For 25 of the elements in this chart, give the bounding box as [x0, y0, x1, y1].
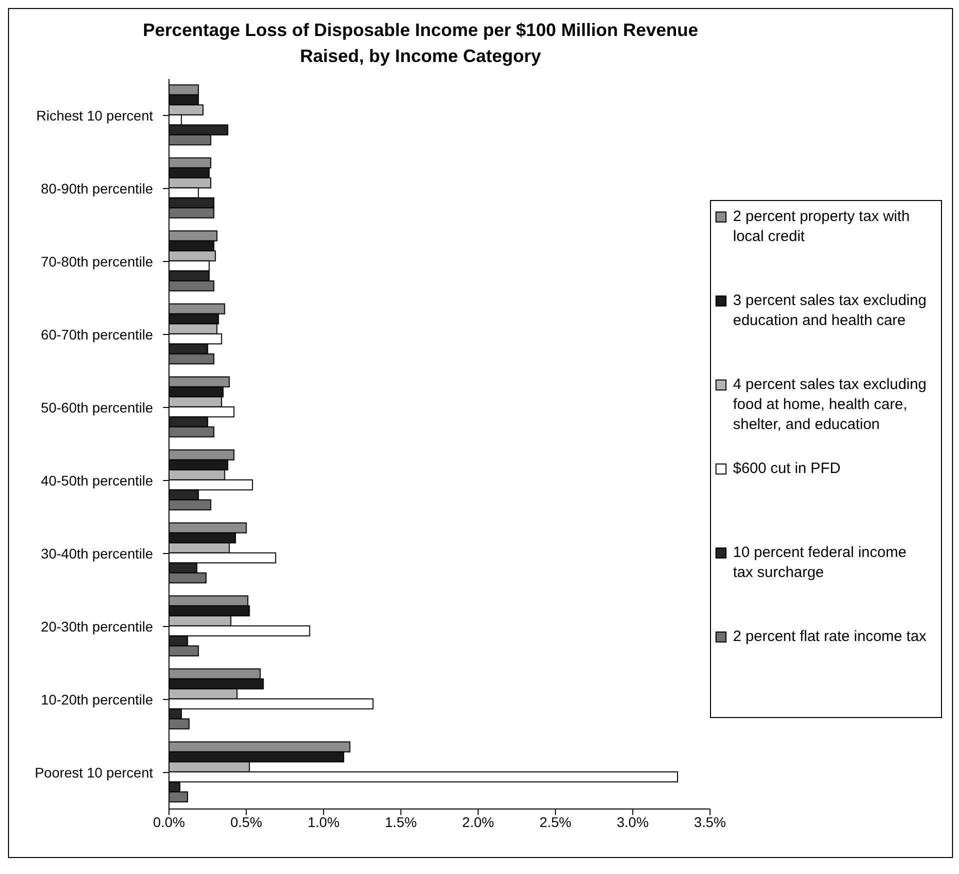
- x-tick-label: 0.5%: [230, 814, 262, 830]
- y-tick-label: 60-70th percentile: [40, 326, 154, 342]
- chart-title: Percentage Loss of Disposable Income per $100 Million Revenue Raised, by Income Category: [142, 19, 700, 68]
- x-tick-label: 1.5%: [384, 814, 417, 830]
- y-tick-label: 40-50th percentile: [40, 472, 154, 488]
- legend-label: 10 percent federal income tax surcharge: [733, 543, 908, 583]
- y-tick-label: 80-90th percentile: [40, 180, 154, 196]
- x-tick-label: 0.0%: [153, 814, 185, 830]
- y-tick-label: Poorest 10 percent: [34, 764, 154, 780]
- legend-label: 2 percent property tax with local credit: [733, 207, 911, 247]
- legend-label: 2 percent flat rate income tax: [733, 627, 928, 647]
- x-tick-label: 3.0%: [616, 814, 649, 830]
- y-tick-label: 30-40th percentile: [40, 545, 154, 562]
- legend-label: 4 percent sales tax excluding food at home, health care, shelter, and education: [733, 375, 928, 435]
- x-tick-label: 2.0%: [462, 814, 494, 830]
- legend-label: $600 cut in PFD: [733, 459, 842, 479]
- legend-label: 3 percent sales tax excluding education and health care: [733, 291, 928, 331]
- y-tick-label: 10-20th percentile: [40, 691, 154, 708]
- y-tick-label: Richest 10 percent: [36, 107, 154, 124]
- x-tick-label: 3.5%: [694, 814, 726, 830]
- y-tick-label: 70-80th percentile: [40, 253, 154, 270]
- y-tick-label: 50-60th percentile: [40, 399, 154, 416]
- x-tick-label: 2.5%: [539, 814, 572, 830]
- y-tick-label: 20-30th percentile: [40, 618, 154, 634]
- x-tick-label: 1.0%: [308, 814, 340, 830]
